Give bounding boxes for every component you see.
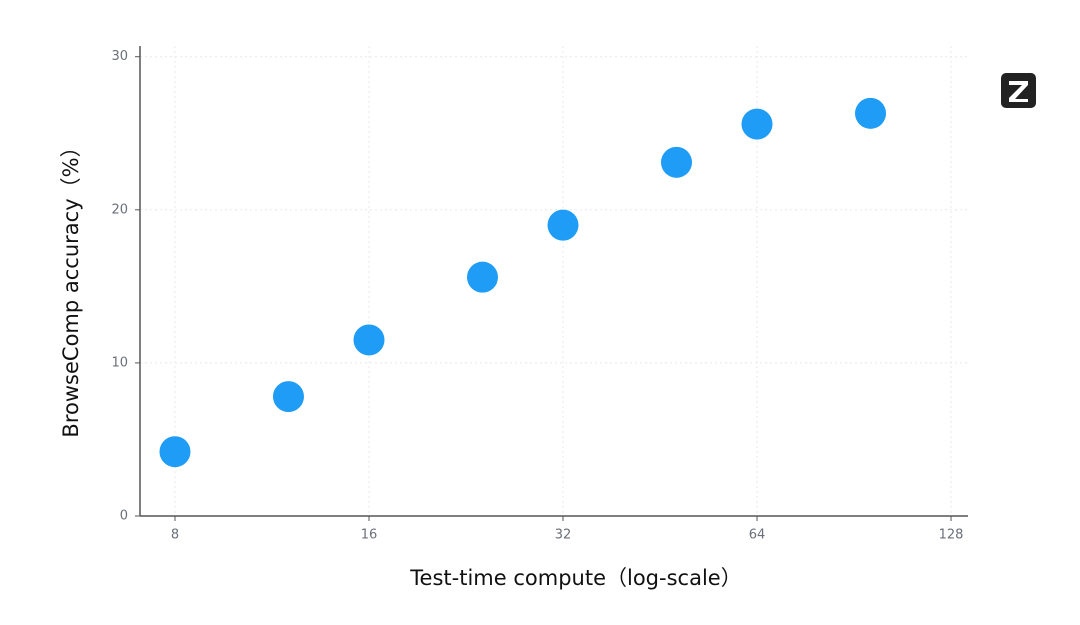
point xyxy=(272,381,304,413)
x-tick-label: 8 xyxy=(171,528,179,543)
x-tick-label: 128 xyxy=(939,528,964,543)
point xyxy=(466,261,498,293)
x-tick-label: 64 xyxy=(749,528,766,543)
point xyxy=(741,108,773,140)
y-tick-label: 20 xyxy=(111,202,128,217)
point xyxy=(660,146,692,178)
y-axis-label: BrowseComp accuracy（%） xyxy=(59,136,83,437)
y-tick-label: 30 xyxy=(111,49,128,64)
x-tick-label: 16 xyxy=(361,528,378,543)
point xyxy=(353,324,385,356)
x-tick-label: 32 xyxy=(555,528,572,543)
point xyxy=(547,209,579,241)
y-tick-label: 10 xyxy=(111,355,128,370)
point xyxy=(159,436,191,468)
x-axis-label: Test-time compute（log-scale） xyxy=(409,566,741,590)
logo-mark xyxy=(1009,81,1028,102)
point xyxy=(855,97,887,129)
y-tick-label: 0 xyxy=(120,509,128,524)
